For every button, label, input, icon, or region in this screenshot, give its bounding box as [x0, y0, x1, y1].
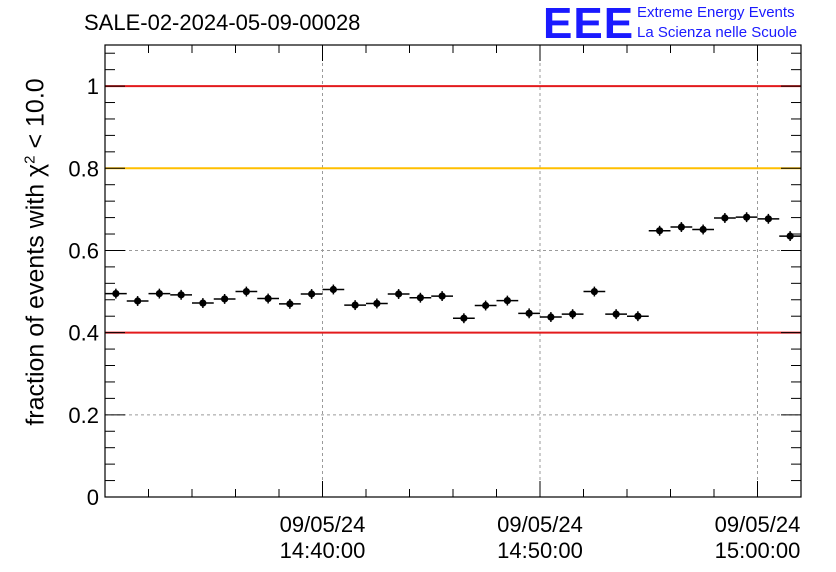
data-marker: [373, 299, 381, 308]
data-point: [279, 298, 301, 309]
y-axis-label: fraction of events with χ2 < 10.0: [21, 78, 50, 425]
data-marker: [677, 223, 685, 231]
data-marker: [569, 310, 577, 318]
data-marker: [134, 297, 142, 305]
data-marker: [460, 314, 468, 322]
plot-border: [104, 44, 802, 498]
data-point: [518, 308, 540, 319]
data-marker: [351, 301, 359, 309]
data-point: [779, 231, 801, 242]
tick-labels: 00.20.40.60.8109/05/2414:40:0009/05/2414…: [68, 74, 800, 563]
data-point: [627, 311, 649, 322]
data-marker: [612, 310, 620, 318]
y-axis-label-suffix: < 10.0: [21, 78, 50, 156]
y-axis-label-superscript: 2: [21, 155, 39, 164]
plot-frame: [104, 44, 802, 498]
data-marker: [634, 312, 642, 320]
data-point: [387, 289, 410, 299]
x-tick-label-time: 15:00:00: [715, 538, 801, 563]
axis-ticks: [104, 45, 802, 498]
data-point: [213, 294, 236, 304]
data-point: [170, 289, 192, 300]
data-point: [409, 292, 432, 303]
data-marker: [743, 213, 751, 221]
data-marker: [242, 287, 250, 296]
y-tick-label: 0: [87, 485, 99, 510]
data-point: [757, 213, 780, 224]
data-marker: [699, 225, 707, 234]
data-point: [561, 309, 584, 320]
data-point: [692, 224, 714, 235]
data-marker: [329, 285, 337, 294]
y-tick-label: 0.4: [68, 321, 99, 346]
data-marker: [482, 301, 490, 310]
y-tick-label: 0.8: [68, 156, 99, 181]
data-marker: [786, 232, 794, 240]
data-point: [431, 291, 453, 301]
data-point: [257, 293, 279, 304]
data-marker: [395, 290, 403, 298]
data-marker: [656, 227, 664, 235]
data-marker: [547, 313, 555, 321]
x-tick-label-date: 09/05/24: [280, 512, 366, 537]
data-point: [735, 212, 758, 223]
y-tick-label: 0.6: [68, 238, 99, 263]
data-marker: [721, 214, 729, 222]
data-marker: [112, 290, 120, 298]
data-marker: [264, 294, 272, 303]
y-tick-label: 1: [87, 74, 99, 99]
logo-line-1: Extreme Energy Events: [637, 4, 795, 21]
x-tick-label-time: 14:50:00: [497, 538, 583, 563]
y-axis-label-prefix: fraction of events with χ: [21, 163, 50, 426]
data-marker: [416, 294, 424, 302]
data-point: [322, 284, 345, 295]
data-point: [670, 222, 693, 232]
data-point: [453, 313, 475, 324]
data-point: [344, 300, 366, 311]
grid-lines: [105, 45, 801, 497]
y-tick-label: 0.2: [68, 403, 99, 428]
data-point: [105, 288, 127, 299]
data-point: [126, 296, 149, 306]
data-point: [235, 286, 258, 297]
data-marker: [590, 287, 598, 296]
data-marker: [438, 292, 446, 300]
data-point: [496, 295, 519, 306]
data-point: [192, 298, 214, 308]
x-tick-label-date: 09/05/24: [497, 512, 583, 537]
data-marker: [177, 291, 185, 299]
data-marker: [503, 296, 511, 305]
chart-title: SALE-02-2024-05-09-00028: [84, 10, 361, 35]
data-point: [605, 309, 627, 320]
data-point: [366, 298, 388, 309]
data-marker: [525, 309, 533, 317]
data-marker: [155, 290, 163, 298]
logo-line-2: La Scienza nelle Scuole: [637, 24, 798, 41]
data-marker: [764, 215, 772, 223]
data-marker: [221, 295, 229, 303]
data-marker: [286, 300, 294, 308]
data-point: [540, 312, 562, 322]
data-point: [148, 288, 171, 299]
x-tick-label-date: 09/05/24: [715, 512, 801, 537]
eee-logo: EEE: [543, 0, 635, 48]
data-points: [105, 212, 801, 324]
data-point: [583, 286, 606, 297]
x-tick-label-time: 14:40:00: [280, 538, 366, 563]
data-marker: [199, 299, 207, 307]
data-point: [648, 225, 671, 236]
data-marker: [308, 290, 316, 298]
data-point: [714, 213, 736, 223]
data-point: [300, 289, 323, 299]
reference-lines: [105, 85, 801, 334]
data-point: [474, 300, 497, 311]
